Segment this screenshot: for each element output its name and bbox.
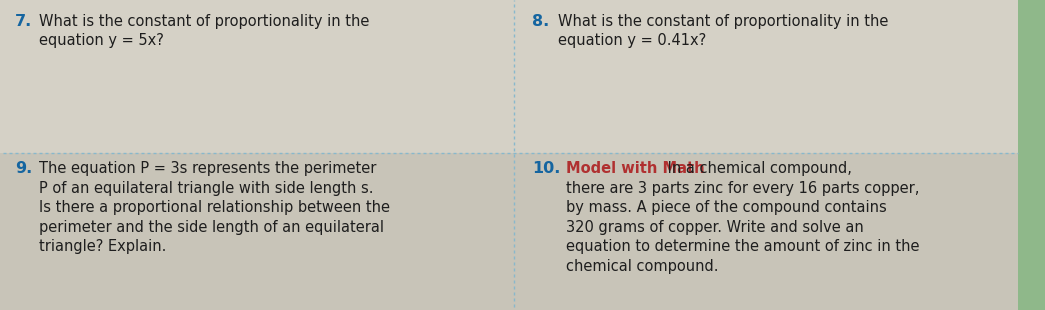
Text: triangle? Explain.: triangle? Explain. (39, 239, 166, 255)
Text: equation y = 5x?: equation y = 5x? (39, 33, 164, 48)
Text: In a chemical compound,: In a chemical compound, (664, 162, 852, 176)
Text: What is the constant of proportionality in the: What is the constant of proportionality … (39, 14, 369, 29)
Text: 9.: 9. (15, 162, 32, 176)
Text: chemical compound.: chemical compound. (566, 259, 719, 274)
FancyBboxPatch shape (0, 153, 1018, 310)
Text: equation to determine the amount of zinc in the: equation to determine the amount of zinc… (566, 239, 920, 255)
Text: 320 grams of copper. Write and solve an: 320 grams of copper. Write and solve an (566, 220, 864, 235)
Text: 7.: 7. (15, 14, 32, 29)
FancyBboxPatch shape (0, 0, 1018, 153)
Text: The equation P = 3s represents the perimeter: The equation P = 3s represents the perim… (39, 162, 376, 176)
Text: What is the constant of proportionality in the: What is the constant of proportionality … (558, 14, 888, 29)
Text: Model with Math: Model with Math (566, 162, 704, 176)
Text: equation y = 0.41x?: equation y = 0.41x? (558, 33, 706, 48)
FancyBboxPatch shape (0, 0, 1018, 310)
Text: 10.: 10. (532, 162, 560, 176)
Text: 8.: 8. (532, 14, 550, 29)
Text: there are 3 parts zinc for every 16 parts copper,: there are 3 parts zinc for every 16 part… (566, 181, 920, 196)
Text: P of an equilateral triangle with side length s.: P of an equilateral triangle with side l… (39, 181, 373, 196)
Text: by mass. A piece of the compound contains: by mass. A piece of the compound contain… (566, 201, 887, 215)
Text: perimeter and the side length of an equilateral: perimeter and the side length of an equi… (39, 220, 384, 235)
Text: Is there a proportional relationship between the: Is there a proportional relationship bet… (39, 201, 390, 215)
